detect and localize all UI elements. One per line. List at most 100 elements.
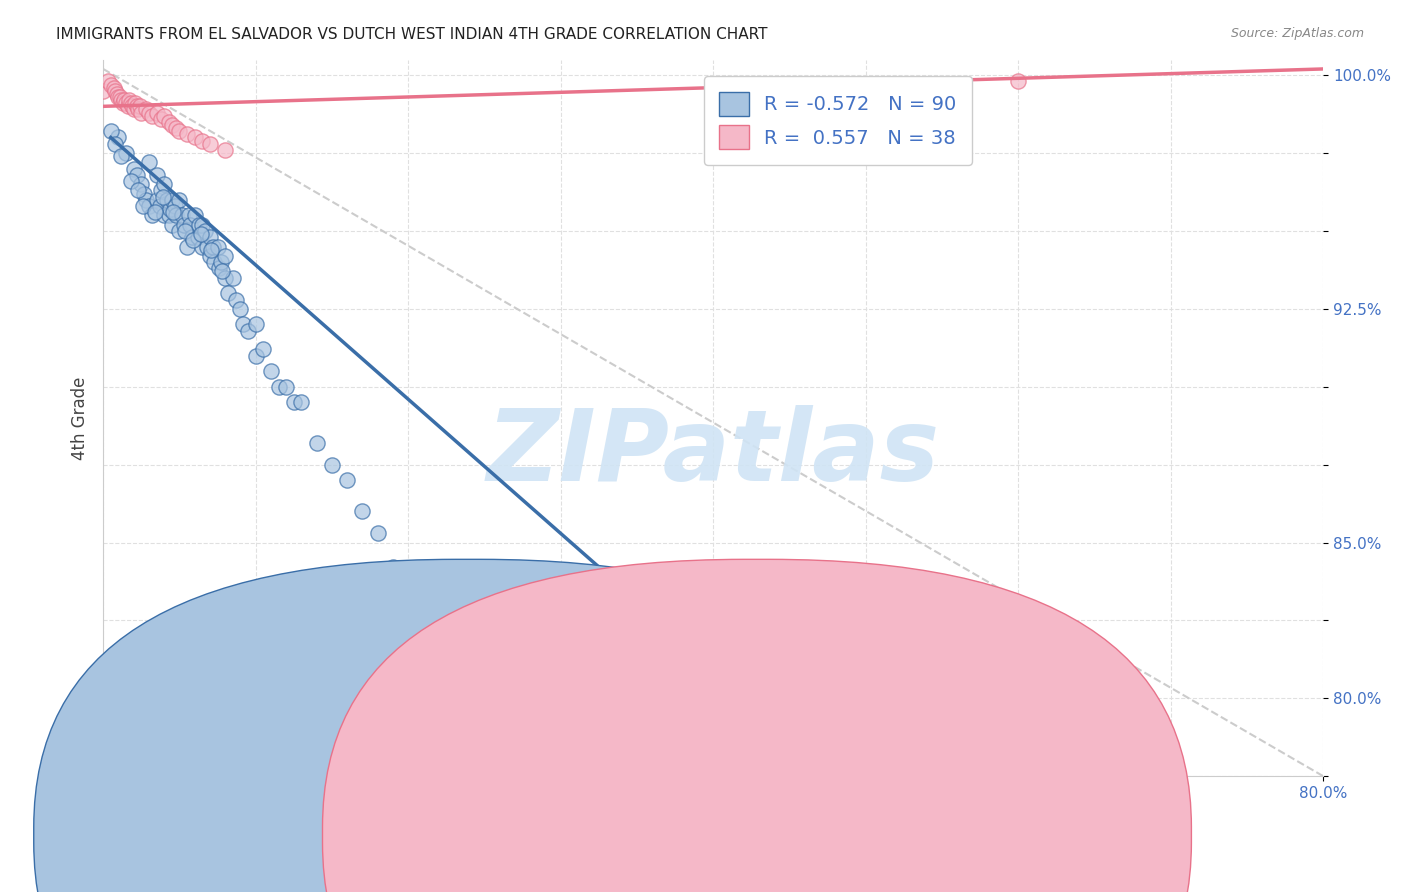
Point bbox=[198, 136, 221, 151]
Point bbox=[595, 816, 617, 830]
Point bbox=[145, 168, 167, 182]
Point bbox=[165, 208, 187, 222]
Point bbox=[141, 208, 163, 222]
Point bbox=[232, 318, 254, 332]
Y-axis label: 4th Grade: 4th Grade bbox=[72, 376, 89, 459]
Point bbox=[127, 184, 149, 198]
Point bbox=[125, 99, 148, 113]
Point bbox=[128, 99, 150, 113]
Point bbox=[381, 560, 404, 574]
Point bbox=[200, 243, 222, 257]
Point bbox=[191, 239, 214, 253]
Point bbox=[141, 109, 163, 123]
Point bbox=[125, 168, 148, 182]
Point bbox=[565, 779, 588, 793]
Point bbox=[245, 349, 267, 363]
Point bbox=[110, 93, 132, 107]
Point bbox=[135, 193, 157, 207]
Point bbox=[222, 270, 245, 285]
Point bbox=[107, 90, 129, 104]
Point bbox=[114, 93, 136, 107]
Point bbox=[150, 184, 173, 198]
Point bbox=[180, 230, 202, 244]
Point bbox=[108, 90, 131, 104]
Point bbox=[157, 115, 180, 129]
Point bbox=[252, 343, 274, 357]
Point bbox=[120, 96, 142, 111]
Point bbox=[173, 218, 195, 232]
Point bbox=[176, 128, 198, 142]
Point bbox=[214, 270, 236, 285]
Point bbox=[181, 233, 204, 247]
Point bbox=[209, 255, 232, 269]
Point bbox=[176, 239, 198, 253]
Point bbox=[169, 224, 191, 238]
Point bbox=[214, 249, 236, 263]
Point bbox=[107, 130, 129, 145]
Point bbox=[100, 124, 122, 138]
Point bbox=[122, 161, 145, 176]
Point bbox=[179, 218, 201, 232]
Point bbox=[207, 239, 229, 253]
Point bbox=[214, 143, 236, 157]
Point bbox=[503, 723, 526, 737]
Point bbox=[157, 208, 180, 222]
Point bbox=[187, 230, 209, 244]
Point bbox=[276, 380, 298, 394]
Point bbox=[118, 93, 141, 107]
Point bbox=[138, 199, 160, 213]
Point bbox=[153, 208, 176, 222]
Point bbox=[148, 199, 170, 213]
Point bbox=[153, 178, 176, 192]
Point bbox=[165, 121, 187, 136]
Point bbox=[160, 218, 183, 232]
Point bbox=[103, 80, 125, 95]
Point bbox=[162, 205, 184, 219]
Point bbox=[91, 84, 114, 98]
Point bbox=[120, 174, 142, 188]
Point bbox=[143, 205, 166, 219]
Point bbox=[534, 754, 557, 768]
Point bbox=[260, 364, 283, 378]
Point bbox=[127, 103, 149, 117]
Point bbox=[191, 134, 214, 148]
Text: Dutch West Indians: Dutch West Indians bbox=[761, 819, 910, 834]
Point bbox=[443, 654, 465, 668]
Point bbox=[412, 614, 434, 628]
Point bbox=[134, 186, 156, 201]
Legend: R = -0.572   N = 90, R =  0.557   N = 38: R = -0.572 N = 90, R = 0.557 N = 38 bbox=[704, 77, 972, 165]
Point bbox=[156, 193, 179, 207]
Point bbox=[124, 96, 146, 111]
Point bbox=[145, 105, 167, 120]
Point bbox=[201, 239, 224, 253]
Point bbox=[367, 526, 389, 541]
Point bbox=[132, 199, 155, 213]
Point bbox=[198, 230, 221, 244]
Point bbox=[129, 105, 152, 120]
Point bbox=[225, 293, 247, 307]
Point bbox=[427, 629, 450, 643]
Point bbox=[160, 193, 183, 207]
Point bbox=[236, 324, 259, 338]
Point bbox=[177, 208, 200, 222]
Point bbox=[198, 249, 221, 263]
Text: Immigrants from El Salvador: Immigrants from El Salvador bbox=[433, 819, 652, 834]
Point bbox=[110, 149, 132, 163]
Point bbox=[160, 118, 183, 132]
Point bbox=[194, 224, 217, 238]
Point bbox=[174, 224, 197, 238]
Point bbox=[191, 218, 214, 232]
Point bbox=[169, 193, 191, 207]
Point bbox=[115, 96, 138, 111]
Point bbox=[204, 255, 226, 269]
Point bbox=[117, 99, 139, 113]
Point bbox=[245, 318, 267, 332]
Text: IMMIGRANTS FROM EL SALVADOR VS DUTCH WEST INDIAN 4TH GRADE CORRELATION CHART: IMMIGRANTS FROM EL SALVADOR VS DUTCH WES… bbox=[56, 27, 768, 42]
Point bbox=[163, 199, 186, 213]
Point bbox=[145, 193, 167, 207]
Point bbox=[474, 691, 496, 706]
Point bbox=[211, 264, 233, 278]
Point bbox=[122, 103, 145, 117]
Point bbox=[138, 155, 160, 169]
Point bbox=[208, 261, 231, 276]
